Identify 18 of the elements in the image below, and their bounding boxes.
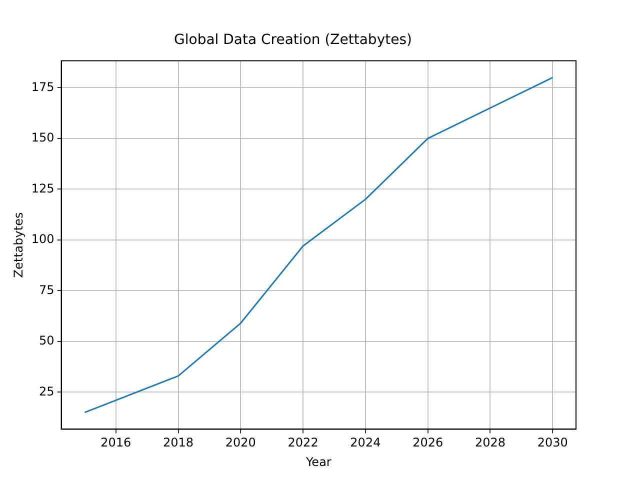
- y-axis-title: Zettabytes: [11, 212, 26, 278]
- y-tick-label: 50: [39, 334, 54, 348]
- chart-title: Global Data Creation (Zettabytes): [174, 32, 412, 48]
- y-tick-label: 150: [31, 130, 54, 145]
- x-tick-label: 2028: [474, 436, 506, 450]
- x-tick-label: 2018: [163, 436, 194, 450]
- x-tick-label: 2022: [288, 436, 318, 450]
- y-tick-label: 175: [31, 80, 54, 94]
- x-tick-label: 2026: [412, 436, 444, 450]
- x-tick-label: 2030: [537, 436, 568, 450]
- x-tick-label: 2016: [100, 436, 132, 450]
- y-tick-label: 125: [31, 181, 54, 196]
- x-tick-label: 2020: [225, 436, 256, 450]
- y-tick-label: 75: [39, 282, 54, 297]
- x-axis-title: Year: [304, 454, 332, 469]
- y-tick-label: 100: [31, 232, 54, 246]
- y-tick-label: 25: [39, 384, 54, 398]
- x-tick-label: 2024: [350, 436, 381, 450]
